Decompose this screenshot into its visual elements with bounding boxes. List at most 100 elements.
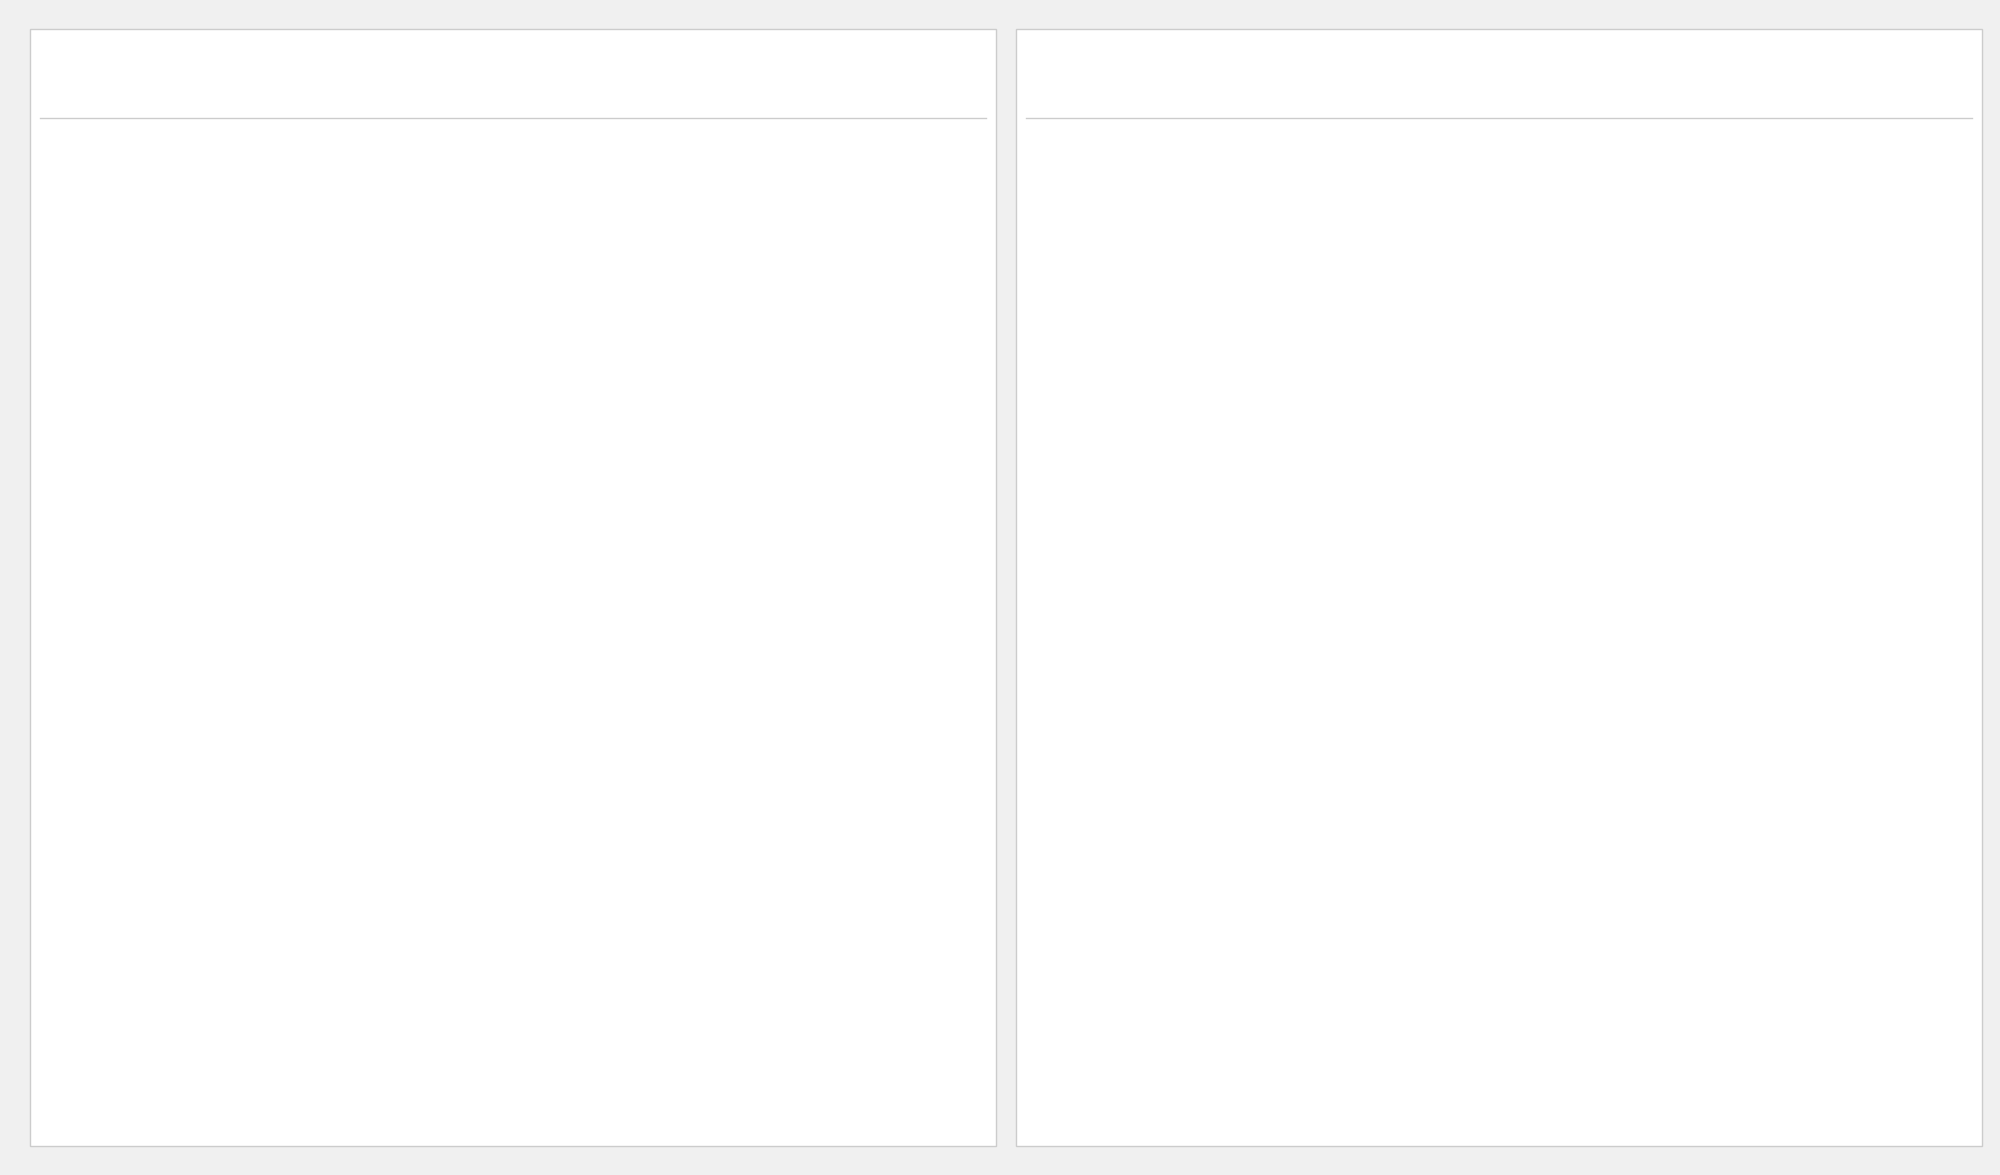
Bar: [242, 323, 258, 356]
Text: 0.3: 0.3: [422, 778, 442, 791]
Text: -0.331: -0.331: [212, 207, 254, 220]
Text: 0: 0: [1256, 142, 1264, 156]
Bar: [40, 817, 986, 880]
Text: 0.66: 0.66: [608, 524, 638, 537]
Text: Takumi Minamino: Takumi Minamino: [1034, 968, 1142, 981]
Text: Fábio Henrique Tavares: Fábio Henrique Tavares: [48, 651, 194, 664]
Text: ⚽: ⚽: [372, 65, 386, 88]
Bar: [258, 133, 306, 166]
Text: 0.003: 0.003: [1280, 270, 1318, 283]
Text: -0.132: -0.132: [212, 651, 254, 664]
Bar: [1026, 435, 1972, 498]
Text: -0.044: -0.044: [212, 1032, 254, 1045]
Text: Virgil van Dijk: Virgil van Dijk: [1034, 270, 1120, 283]
Text: Mohamed  Salah Ghaly: Mohamed Salah Ghaly: [48, 778, 192, 791]
Bar: [88, 768, 258, 801]
Bar: [1026, 498, 1972, 562]
Bar: [1266, 1086, 1270, 1119]
Text: 0: 0: [1256, 714, 1264, 727]
Text: -0.013: -0.013: [212, 397, 254, 410]
Bar: [1026, 880, 1972, 944]
Bar: [1270, 768, 1860, 801]
Text: -0.03: -0.03: [220, 1095, 254, 1109]
Text: 1.26: 1.26: [920, 207, 950, 220]
Text: -0.227: -0.227: [212, 524, 254, 537]
Text: Sadio Mané: Sadio Mané: [48, 1032, 120, 1045]
Text: -0.126: -0.126: [212, 588, 254, 600]
Text: Alex Oxlade-Chamberlain: Alex Oxlade-Chamberlain: [1034, 524, 1194, 537]
Bar: [1238, 832, 1270, 865]
Text: Nathaniel Phillips: Nathaniel Phillips: [1034, 397, 1142, 410]
Text: 0: 0: [1256, 651, 1264, 664]
Text: 0.00: 0.00: [1276, 1095, 1306, 1109]
Text: 0.06: 0.06: [298, 968, 326, 981]
Bar: [40, 498, 986, 562]
Text: 0: 0: [1256, 524, 1264, 537]
Bar: [40, 562, 986, 625]
Text: 0: 0: [1256, 1032, 1264, 1045]
Text: Roberto Firmino Barbosa
de Oliveira: Roberto Firmino Barbosa de Oliveira: [48, 961, 202, 989]
Bar: [1026, 371, 1972, 435]
Bar: [40, 1007, 986, 1070]
Bar: [40, 371, 986, 435]
Bar: [258, 832, 362, 865]
Text: Thiago Alcântara do
Nascimento: Thiago Alcântara do Nascimento: [48, 580, 174, 607]
Text: Kostas Tsimikas: Kostas Tsimikas: [1034, 207, 1130, 220]
Text: -0.049: -0.049: [212, 905, 254, 918]
Bar: [40, 1070, 986, 1134]
Bar: [40, 944, 986, 1007]
Text: 0.089: 0.089: [1398, 524, 1434, 537]
Bar: [40, 308, 986, 371]
Bar: [1270, 832, 1348, 865]
Text: 0: 0: [246, 142, 254, 156]
Text: 0.00: 0.00: [1276, 651, 1306, 664]
Bar: [258, 959, 290, 992]
Bar: [40, 625, 986, 690]
Bar: [258, 577, 554, 611]
Text: -0.118: -0.118: [1222, 778, 1264, 791]
Bar: [258, 323, 492, 356]
Text: -0.139: -0.139: [212, 841, 254, 854]
Text: 0.57: 0.57: [562, 588, 592, 600]
Text: xT from Dribbles: xT from Dribbles: [1044, 70, 1242, 90]
Text: 0.437: 0.437: [1868, 778, 1904, 791]
Text: 0.05: 0.05: [292, 1032, 320, 1045]
Text: 0: 0: [1256, 968, 1264, 981]
Text: 0.00: 0.00: [1276, 142, 1306, 156]
Text: -0.023: -0.023: [1222, 841, 1264, 854]
Bar: [40, 181, 986, 244]
Bar: [40, 435, 986, 498]
Text: 0.00: 0.00: [1276, 968, 1306, 981]
Bar: [196, 260, 258, 293]
Bar: [1026, 118, 1972, 181]
Bar: [258, 640, 450, 674]
Bar: [252, 387, 258, 419]
Text: 0.00: 0.00: [1276, 461, 1306, 474]
Bar: [40, 880, 986, 944]
Text: 0.45: 0.45: [500, 334, 530, 347]
Text: 0.35: 0.35: [448, 714, 476, 727]
Bar: [186, 832, 258, 865]
Text: 0: 0: [1256, 207, 1264, 220]
Text: Alisson Ramsés Becker: Alisson Ramsés Becker: [48, 142, 192, 156]
Bar: [228, 959, 258, 992]
Bar: [1270, 196, 1328, 229]
Text: Diogo José Teixeira da
Silva: Diogo José Teixeira da Silva: [1034, 1088, 1172, 1116]
Text: Thiago Alcântara do
Nascimento: Thiago Alcântara do Nascimento: [1034, 580, 1160, 607]
Bar: [190, 640, 258, 674]
Text: Kostas Tsimikas: Kostas Tsimikas: [48, 270, 144, 283]
Text: Divock Okoth Origi: Divock Okoth Origi: [48, 1095, 164, 1109]
Text: Alex Oxlade-Chamberlain: Alex Oxlade-Chamberlain: [48, 714, 208, 727]
Bar: [1026, 690, 1972, 753]
Bar: [1026, 1007, 1972, 1070]
Bar: [258, 768, 414, 801]
Text: -0.031: -0.031: [212, 334, 254, 347]
Bar: [40, 118, 986, 181]
Text: 0: 0: [1256, 397, 1264, 410]
Text: Trent Alexander-Arnold: Trent Alexander-Arnold: [1034, 334, 1176, 347]
Text: Fábio Henrique Tavares: Fábio Henrique Tavares: [1034, 714, 1180, 727]
Text: 0.00: 0.00: [1276, 334, 1306, 347]
Bar: [184, 705, 258, 738]
Text: 0.67: 0.67: [614, 270, 644, 283]
Bar: [258, 513, 602, 546]
